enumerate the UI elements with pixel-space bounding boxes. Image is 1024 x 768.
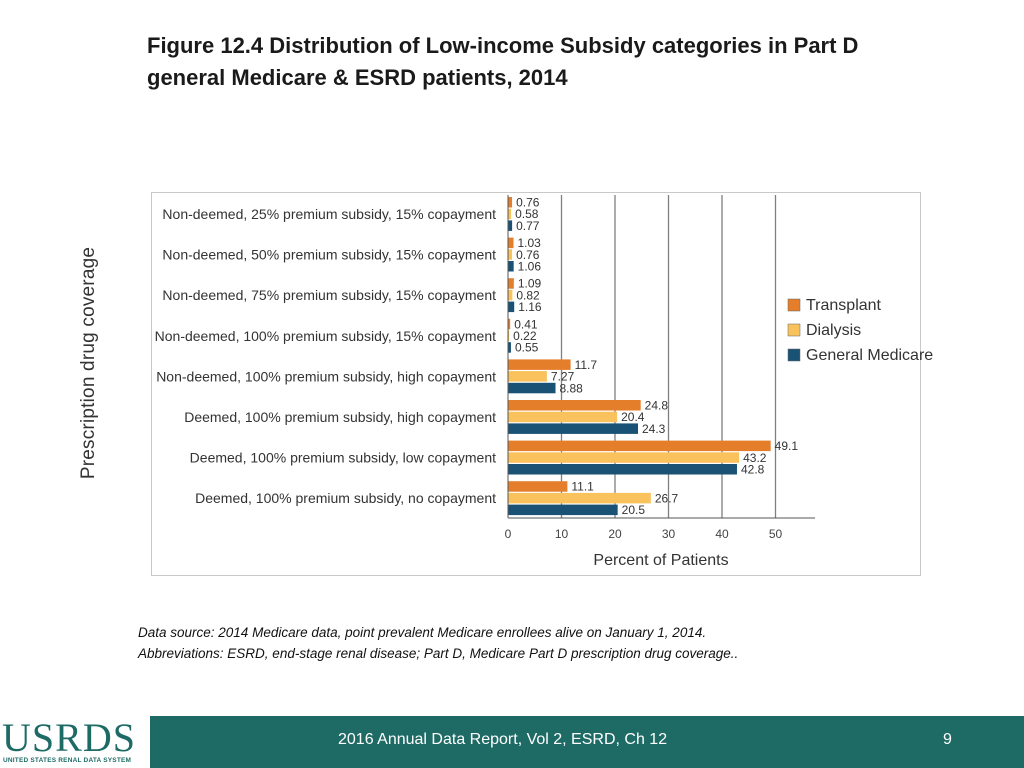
- data-label: 0.58: [515, 207, 539, 221]
- category-label: Deemed, 100% premium subsidy, no copayme…: [195, 490, 496, 506]
- category-label: Deemed, 100% premium subsidy, high copay…: [184, 409, 496, 425]
- slide-title: Figure 12.4 Distribution of Low-income S…: [147, 30, 947, 94]
- data-label: 1.16: [518, 300, 542, 314]
- bar-general-medicare: [508, 504, 618, 516]
- usrds-logo: USRDS UNITED STATES RENAL DATA SYSTEM: [0, 716, 152, 768]
- bar-transplant: [508, 237, 514, 249]
- data-label: 8.88: [560, 381, 584, 395]
- x-axis-title: Percent of Patients: [593, 552, 728, 569]
- bar-transplant: [508, 440, 771, 452]
- bar-transplant: [508, 318, 511, 330]
- bar-general-medicare: [508, 464, 737, 475]
- data-label: 24.3: [642, 422, 666, 436]
- bar-dialysis: [508, 208, 512, 220]
- bar-general-medicare: [508, 423, 639, 434]
- category-label: Non-deemed, 25% premium subsidy, 15% cop…: [162, 206, 496, 222]
- footer-bar: USRDS UNITED STATES RENAL DATA SYSTEM 20…: [0, 716, 1024, 768]
- data-label: 24.8: [645, 399, 669, 413]
- bar-general-medicare: [508, 220, 513, 231]
- page-number: 9: [943, 731, 952, 748]
- legend-swatch: [787, 298, 801, 312]
- title-line-2: general Medicare & ESRD patients, 2014: [147, 65, 568, 90]
- data-label: 0.55: [515, 341, 539, 355]
- category-label: Non-deemed, 100% premium subsidy, high c…: [156, 368, 496, 384]
- legend-label: Transplant: [806, 297, 882, 314]
- legend-swatch: [787, 348, 801, 362]
- data-label: 0.76: [516, 196, 540, 210]
- data-source-note: Data source: 2014 Medicare data, point p…: [138, 622, 938, 664]
- legend-label: General Medicare: [806, 347, 933, 364]
- x-tick-label: 0: [505, 527, 512, 541]
- logo-wordmark: USRDS: [2, 715, 136, 760]
- bar-general-medicare: [508, 301, 515, 313]
- data-label: 49.1: [775, 439, 799, 453]
- data-label: 0.41: [514, 317, 538, 331]
- footer-report-title: 2016 Annual Data Report, Vol 2, ESRD, Ch…: [338, 731, 668, 748]
- data-label: 11.7: [575, 358, 598, 372]
- title-line-1: Figure 12.4 Distribution of Low-income S…: [147, 33, 859, 58]
- note-abbreviations: Abbreviations: ESRD, end-stage renal dis…: [138, 646, 739, 661]
- data-label: 42.8: [741, 463, 765, 477]
- category-label: Non-deemed, 100% premium subsidy, 15% co…: [155, 328, 496, 344]
- data-label: 0.77: [516, 219, 540, 233]
- x-tick-label: 50: [769, 527, 783, 541]
- x-tick-label: 10: [555, 527, 569, 541]
- data-label: 7.27: [551, 370, 575, 384]
- bar-dialysis: [508, 289, 513, 301]
- bar-transplant: [508, 197, 513, 208]
- note-data-source: Data source: 2014 Medicare data, point p…: [138, 625, 707, 640]
- category-label: Deemed, 100% premium subsidy, low copaym…: [190, 450, 496, 466]
- x-tick-label: 30: [662, 527, 676, 541]
- data-label: 20.5: [622, 503, 646, 517]
- data-label: 11.1: [571, 480, 594, 494]
- bar-general-medicare: [508, 382, 556, 394]
- bar-dialysis: [508, 249, 513, 260]
- data-label: 1.06: [518, 260, 542, 274]
- bar-transplant: [508, 278, 514, 289]
- data-label: 0.22: [513, 329, 537, 343]
- data-label: 0.82: [516, 288, 540, 302]
- data-label: 1.09: [518, 277, 542, 291]
- bar-general-medicare: [508, 342, 511, 353]
- x-tick-label: 20: [608, 527, 622, 541]
- category-label: Non-deemed, 50% premium subsidy, 15% cop…: [162, 247, 496, 263]
- bar-dialysis: [508, 411, 618, 423]
- data-label: 26.7: [655, 491, 679, 505]
- category-label: Non-deemed, 75% premium subsidy, 15% cop…: [162, 287, 496, 303]
- bar-transplant: [508, 400, 641, 411]
- data-label: 20.4: [621, 410, 645, 424]
- legend-swatch: [787, 323, 801, 337]
- x-tick-label: 40: [715, 527, 729, 541]
- bar-dialysis: [508, 492, 651, 504]
- logo-subtitle: UNITED STATES RENAL DATA SYSTEM: [3, 757, 132, 764]
- data-label: 1.03: [518, 236, 542, 250]
- bar-dialysis: [508, 452, 740, 463]
- data-label: 0.76: [516, 248, 540, 262]
- legend-label: Dialysis: [806, 322, 861, 339]
- bar-dialysis: [508, 330, 510, 341]
- data-label: 43.2: [743, 451, 767, 465]
- bar-dialysis: [508, 371, 547, 382]
- bar-transplant: [508, 359, 571, 370]
- bar-general-medicare: [508, 261, 514, 272]
- bar-transplant: [508, 481, 568, 492]
